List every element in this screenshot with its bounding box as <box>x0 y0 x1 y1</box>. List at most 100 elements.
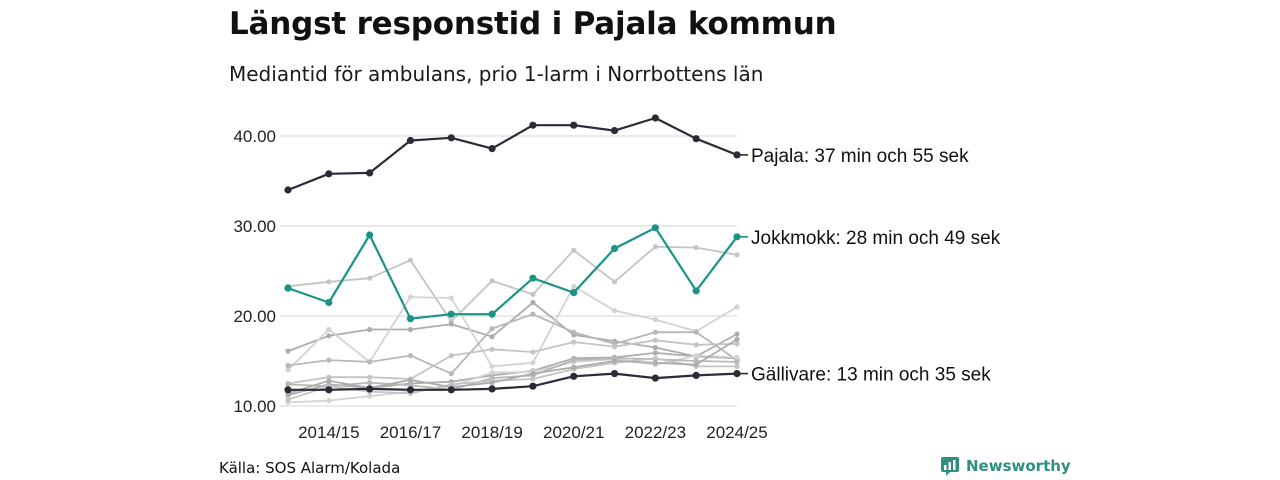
background-series-point <box>326 333 332 339</box>
series-jokkmokk-point <box>651 224 659 232</box>
background-series-point <box>652 317 658 323</box>
background-series <box>285 350 740 398</box>
background-series-point <box>530 376 536 382</box>
background-series-point <box>285 381 291 387</box>
background-series-point <box>326 357 332 363</box>
background-series-point <box>367 359 373 365</box>
background-series-line <box>287 357 737 401</box>
background-series-point <box>407 377 414 383</box>
end-label-jokkmokk: Jokkmokk: 28 min och 49 sek <box>751 228 1001 249</box>
background-series-point <box>652 337 658 343</box>
series-pajala-line <box>287 116 738 192</box>
y-tick-label: 40.00 <box>233 127 276 146</box>
x-tick-label: 2024/25 <box>706 423 767 442</box>
background-series-point <box>611 308 618 314</box>
background-series-point <box>448 321 454 327</box>
background-series-point <box>489 326 495 332</box>
background-series-point <box>448 353 454 359</box>
background-series-point <box>530 299 536 306</box>
y-tick-label: 30.00 <box>233 217 276 236</box>
background-series-line <box>287 338 738 395</box>
background-series-point <box>693 353 699 359</box>
x-tick-label: 2018/19 <box>461 423 522 442</box>
background-series-point <box>285 362 291 369</box>
background-series-point <box>652 244 658 250</box>
x-tick-label: 2014/15 <box>298 423 359 442</box>
brand-name: Newsworthy <box>966 457 1071 475</box>
background-series-point <box>326 378 332 384</box>
series-jokkmokk-point <box>529 274 537 282</box>
background-series-point <box>489 278 495 284</box>
series-g-llivare-point <box>529 382 537 390</box>
background-series <box>285 311 740 377</box>
background-series-point <box>652 344 658 351</box>
series-pajala-point <box>488 145 496 153</box>
series-jokkmokk-point <box>406 315 415 323</box>
background-series-line <box>287 245 738 323</box>
background-series-point <box>734 359 740 365</box>
background-series-point <box>367 380 373 386</box>
series-end-labels: Pajala: 37 min och 55 sek Jokkmokk: 28 mi… <box>737 146 1001 386</box>
x-tick-label: 2020/21 <box>543 423 604 442</box>
series-pajala-point <box>692 135 700 143</box>
background-series-point <box>489 363 495 369</box>
series-jokkmokk-point <box>284 284 292 292</box>
end-label-g-llivare: Gällivare: 13 min och 35 sek <box>751 365 991 386</box>
background-series-point <box>611 279 618 285</box>
background-series-point <box>448 295 454 301</box>
y-axis-ticks: 10.00 20.00 30.00 40.00 <box>233 127 276 416</box>
series-jokkmokk-point <box>570 289 578 297</box>
background-series-point <box>693 342 699 348</box>
background-series-point <box>407 257 414 263</box>
background-series-line <box>287 285 738 371</box>
background-series-point <box>734 336 740 342</box>
series-pajala-point <box>284 186 292 194</box>
background-series-line <box>287 301 738 358</box>
background-series-point <box>652 360 658 366</box>
background-series-point <box>367 326 373 333</box>
series-g-llivare-point <box>447 386 455 394</box>
background-series <box>285 244 740 324</box>
background-series-point <box>326 374 332 380</box>
background-series <box>285 299 740 360</box>
series-g-llivare-point <box>610 370 619 378</box>
background-series-point <box>611 344 618 350</box>
series-pajala-point <box>447 134 455 142</box>
background-series-line <box>287 339 738 385</box>
background-series-point <box>734 331 740 337</box>
end-label-pajala: Pajala: 37 min och 55 sek <box>751 146 969 167</box>
series-pajala-point <box>651 114 659 122</box>
series-jokkmokk-point <box>447 310 455 318</box>
series-jokkmokk-point <box>366 231 374 239</box>
background-series-point <box>489 334 495 340</box>
series-pajala <box>284 114 741 194</box>
background-series-point <box>407 326 414 333</box>
y-tick-label: 20.00 <box>233 307 276 326</box>
x-tick-label: 2016/17 <box>380 423 441 442</box>
background-series-point <box>530 349 536 355</box>
series-g-llivare-point <box>570 372 578 380</box>
background-series-point <box>285 397 291 403</box>
background-series-point <box>693 358 699 364</box>
background-series-point <box>326 279 332 285</box>
background-series-point <box>652 329 658 335</box>
series-g-llivare <box>284 370 741 394</box>
background-series-point <box>285 348 291 354</box>
background-series-point <box>734 304 740 310</box>
background-series-point <box>734 354 740 360</box>
background-series-point <box>530 371 536 377</box>
background-series <box>285 244 740 405</box>
series-jokkmokk-line <box>287 226 738 320</box>
x-tick-label: 2022/23 <box>625 423 686 442</box>
highlighted-series <box>284 114 741 394</box>
series-jokkmokk-point <box>610 244 619 253</box>
background-series-point <box>489 346 495 352</box>
background-series-point <box>448 371 454 377</box>
series-pajala-point <box>406 136 415 145</box>
background-series-point <box>326 326 332 333</box>
series-g-llivare-point <box>488 385 496 393</box>
background-series-point <box>693 329 699 335</box>
series-pajala-point <box>570 121 578 129</box>
series-g-llivare-point <box>651 374 659 382</box>
